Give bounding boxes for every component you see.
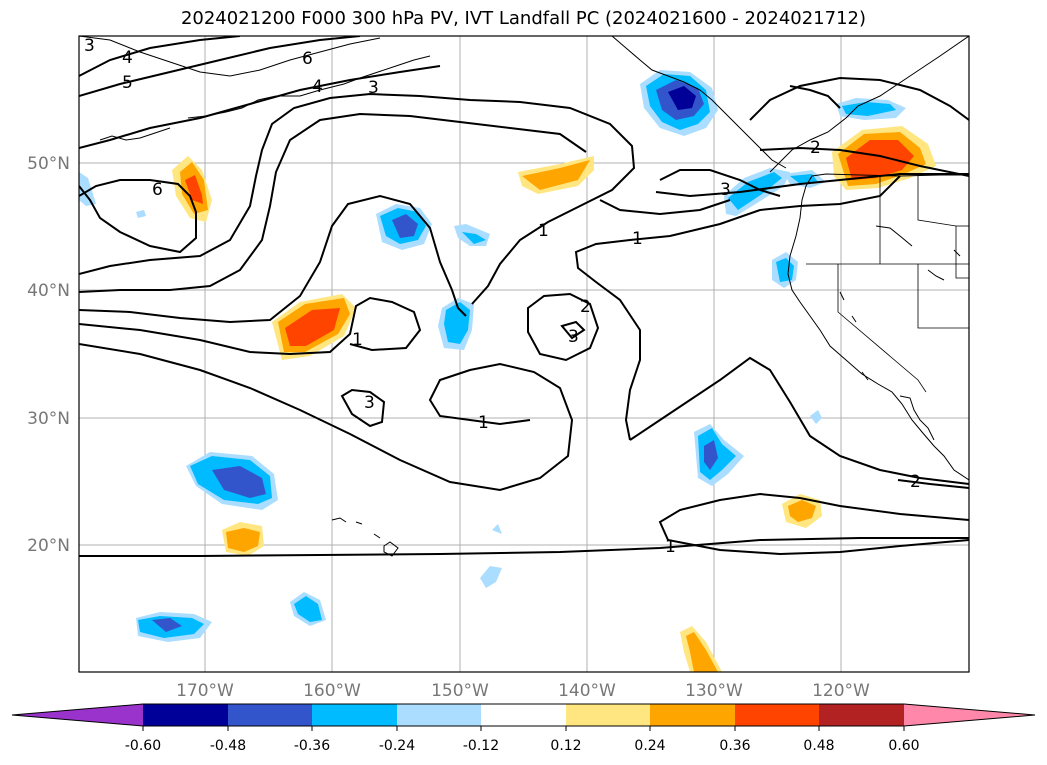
contour-label: 3: [720, 180, 731, 200]
lat-label: 50°N: [27, 154, 70, 174]
lat-label: 40°N: [27, 281, 70, 301]
ivt-negative-shading: [79, 70, 906, 642]
colorbar-tick-label: -0.48: [210, 738, 246, 754]
lon-label: 130°W: [685, 681, 743, 701]
colorbar-tick-label: -0.36: [294, 738, 330, 754]
colorbar-segment: [650, 704, 735, 726]
lon-label: 150°W: [431, 681, 489, 701]
map-frame: [78, 35, 970, 673]
latitude-labels: 50°N 40°N 30°N 20°N: [27, 154, 70, 556]
contour-label: 6: [302, 49, 313, 69]
contour-label: 2: [810, 138, 821, 158]
pv-contours: [79, 36, 969, 557]
contour-label: 3: [84, 36, 95, 56]
colorbar-segment: [735, 704, 819, 726]
contour-label: 4: [312, 77, 323, 97]
colorbar-segment: [397, 704, 481, 726]
colorbar-tick-label: -0.60: [125, 738, 161, 754]
pv-contour-labels: 3 4 5 6 4 3 6 1 1 2 3 1 3 1 2 1 2 3: [84, 36, 921, 557]
state-borders: [806, 176, 969, 393]
contour-label: 1: [538, 221, 549, 241]
colorbar-segment: [481, 704, 566, 726]
colorbar-segment: [566, 704, 650, 726]
longitude-labels: 170°W 160°W 150°W 140°W 130°W 120°W: [176, 681, 870, 701]
contour-label: 6: [152, 180, 163, 200]
lon-label: 170°W: [176, 681, 234, 701]
colorbar-tick-label: 0.60: [888, 738, 919, 754]
contour-label: 1: [352, 330, 363, 350]
lon-label: 120°W: [812, 681, 870, 701]
lat-label: 20°N: [27, 536, 70, 556]
map-plot-area: 3 4 5 6 4 3 6 1 1 2 3 1 3 1 2 1 2 3: [79, 36, 969, 672]
lat-label: 30°N: [27, 409, 70, 429]
colorbar-tick-label: 0.12: [550, 738, 581, 754]
colorbar: -0.60 -0.48 -0.36 -0.24 -0.12 0.12 0.24 …: [11, 703, 1036, 754]
colorbar-tick-label: 0.48: [803, 738, 834, 754]
colorbar-segment: [904, 704, 1035, 726]
colorbar-tick-label: -0.12: [463, 738, 499, 754]
colorbar-tick-label: -0.24: [379, 738, 415, 754]
colorbar-segment: [228, 704, 312, 726]
lon-label: 140°W: [558, 681, 616, 701]
contour-label: 1: [665, 537, 676, 557]
contour-label: 1: [632, 229, 643, 249]
colorbar-segment: [143, 704, 228, 726]
colorbar-segment: [12, 704, 143, 726]
coastlines: [79, 36, 969, 557]
contour-label: 1: [478, 413, 489, 433]
contour-label: 3: [368, 78, 379, 98]
contour-label: 5: [122, 73, 133, 93]
contour-label: 2: [910, 472, 921, 492]
contour-label: 2: [580, 297, 591, 317]
map-title: 2024021200 F000 300 hPa PV, IVT Landfall…: [180, 8, 867, 29]
colorbar-tick-label: 0.24: [634, 738, 665, 754]
contour-label: 3: [364, 393, 375, 413]
contour-label: 3: [568, 327, 579, 347]
colorbar-segment: [312, 704, 397, 726]
colorbar-segment: [819, 704, 904, 726]
lon-label: 160°W: [303, 681, 361, 701]
colorbar-tick-label: 0.36: [719, 738, 750, 754]
contour-label: 4: [122, 48, 133, 68]
